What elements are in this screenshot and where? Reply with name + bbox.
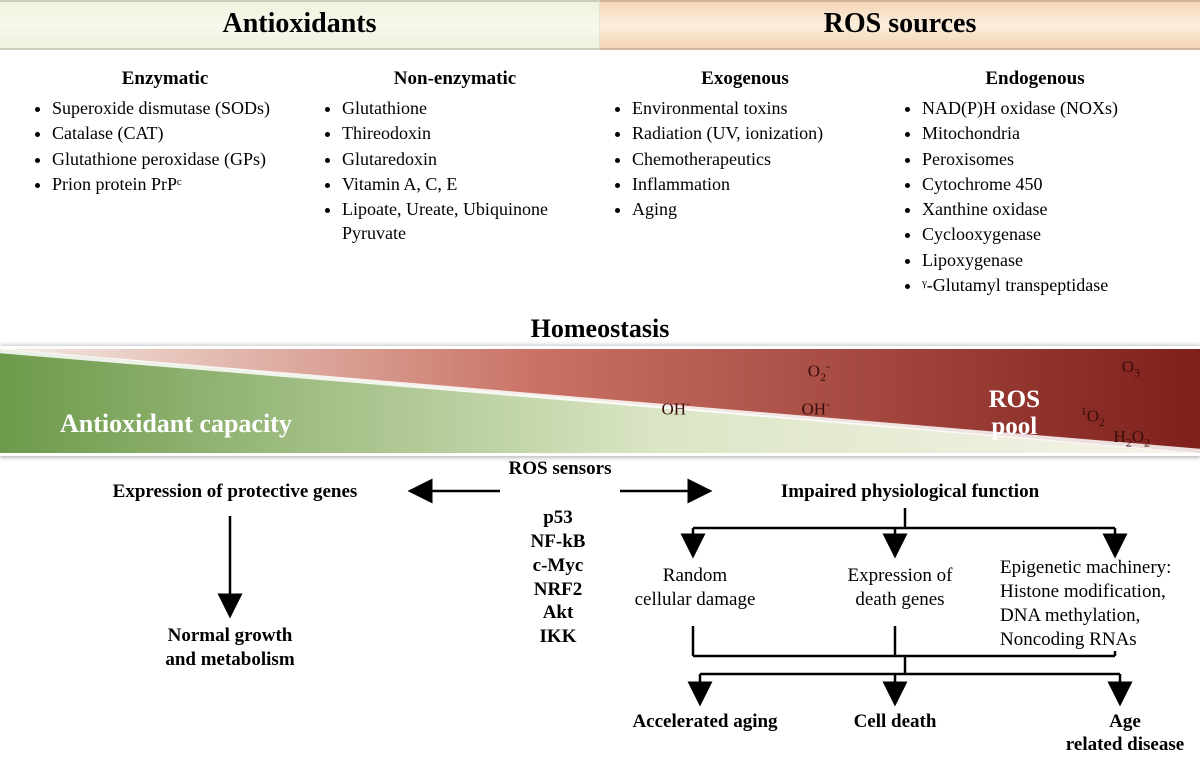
- normal-growth: Normal growthand metabolism: [110, 624, 350, 672]
- list-item: Cytochrome 450: [922, 172, 1170, 196]
- list-item: Lipoxygenase: [922, 248, 1170, 272]
- species-oh-minus: OH-: [801, 397, 830, 420]
- death-genes: Expression ofdeath genes: [820, 564, 980, 612]
- header-antioxidants: Antioxidants: [0, 0, 600, 50]
- list-item: Catalase (CAT): [52, 121, 300, 145]
- list-item: Vitamin A, C, E: [342, 172, 590, 196]
- list-item: Environmental toxins: [632, 96, 880, 120]
- list-item: Peroxisomes: [922, 147, 1170, 171]
- list-item: ᵞ-Glutamyl transpeptidase: [922, 273, 1170, 297]
- list-item: Inflammation: [632, 172, 880, 196]
- list-item: Superoxide dismutase (SODs): [52, 96, 300, 120]
- header-ros-sources: ROS sources: [600, 0, 1200, 50]
- col-nonenzymatic: Non-enzymatic GlutathioneThireodoxinGlut…: [310, 68, 600, 298]
- list-item: Thireodoxin: [342, 121, 590, 145]
- list-item: Chemotherapeutics: [632, 147, 880, 171]
- homeostasis-label: Homeostasis: [0, 314, 1200, 344]
- header-row: Antioxidants ROS sources: [0, 0, 1200, 50]
- list-item: Glutaredoxin: [342, 147, 590, 171]
- species-o3: O3: [1122, 357, 1140, 380]
- band-left-label: Antioxidant capacity: [60, 409, 292, 439]
- col-endogenous: Endogenous NAD(P)H oxidase (NOXs)Mitocho…: [890, 68, 1180, 298]
- col-exogenous: Exogenous Environmental toxinsRadiation …: [600, 68, 890, 298]
- list-item: Mitochondria: [922, 121, 1170, 145]
- list-item: Radiation (UV, ionization): [632, 121, 880, 145]
- age-disease: Agerelated disease: [1050, 711, 1200, 757]
- band-right-label: ROSpool: [989, 387, 1040, 440]
- random-damage: Randomcellular damage: [610, 564, 780, 612]
- list-item: Lipoate, Ureate, Ubiquinone Pyruvate: [342, 197, 590, 246]
- species-oh-radical: OH·: [661, 397, 690, 420]
- gradient-band: Antioxidant capacity ROSpool O2- O3 OH· …: [0, 346, 1200, 456]
- col-nonenzymatic-list: GlutathioneThireodoxinGlutaredoxinVitami…: [320, 96, 590, 246]
- species-h2o2: H2O2: [1114, 427, 1150, 450]
- col-exogenous-title: Exogenous: [610, 68, 880, 90]
- ros-sensors-title: ROS sensors: [460, 458, 660, 480]
- cell-death: Cell death: [835, 711, 955, 733]
- species-o2minus: O2-: [808, 359, 830, 385]
- impaired-function: Impaired physiological function: [720, 481, 1100, 503]
- epigenetic: Epigenetic machinery:Histone modificatio…: [1000, 556, 1200, 651]
- accelerated-aging: Accelerated aging: [600, 711, 810, 733]
- list-item: NAD(P)H oxidase (NOXs): [922, 96, 1170, 120]
- list-item: Prion protein PrPᶜ: [52, 172, 300, 196]
- list-item: Cyclooxygenase: [922, 222, 1170, 246]
- col-enzymatic-list: Superoxide dismutase (SODs)Catalase (CAT…: [30, 96, 300, 196]
- col-endogenous-title: Endogenous: [900, 68, 1170, 90]
- col-enzymatic-title: Enzymatic: [30, 68, 300, 90]
- col-enzymatic: Enzymatic Superoxide dismutase (SODs)Cat…: [20, 68, 310, 298]
- col-nonenzymatic-title: Non-enzymatic: [320, 68, 590, 90]
- columns: Enzymatic Superoxide dismutase (SODs)Cat…: [0, 50, 1200, 304]
- list-item: Aging: [632, 197, 880, 221]
- col-exogenous-list: Environmental toxinsRadiation (UV, ioniz…: [610, 96, 880, 221]
- protective-genes: Expression of protective genes: [60, 481, 410, 503]
- flow-diagram: ROS sensors Expression of protective gen…: [0, 456, 1200, 766]
- list-item: Glutathione peroxidase (GPs): [52, 147, 300, 171]
- col-endogenous-list: NAD(P)H oxidase (NOXs)MitochondriaPeroxi…: [900, 96, 1170, 297]
- species-singlet-o2: 1O2: [1081, 404, 1105, 430]
- list-item: Glutathione: [342, 96, 590, 120]
- list-item: Xanthine oxidase: [922, 197, 1170, 221]
